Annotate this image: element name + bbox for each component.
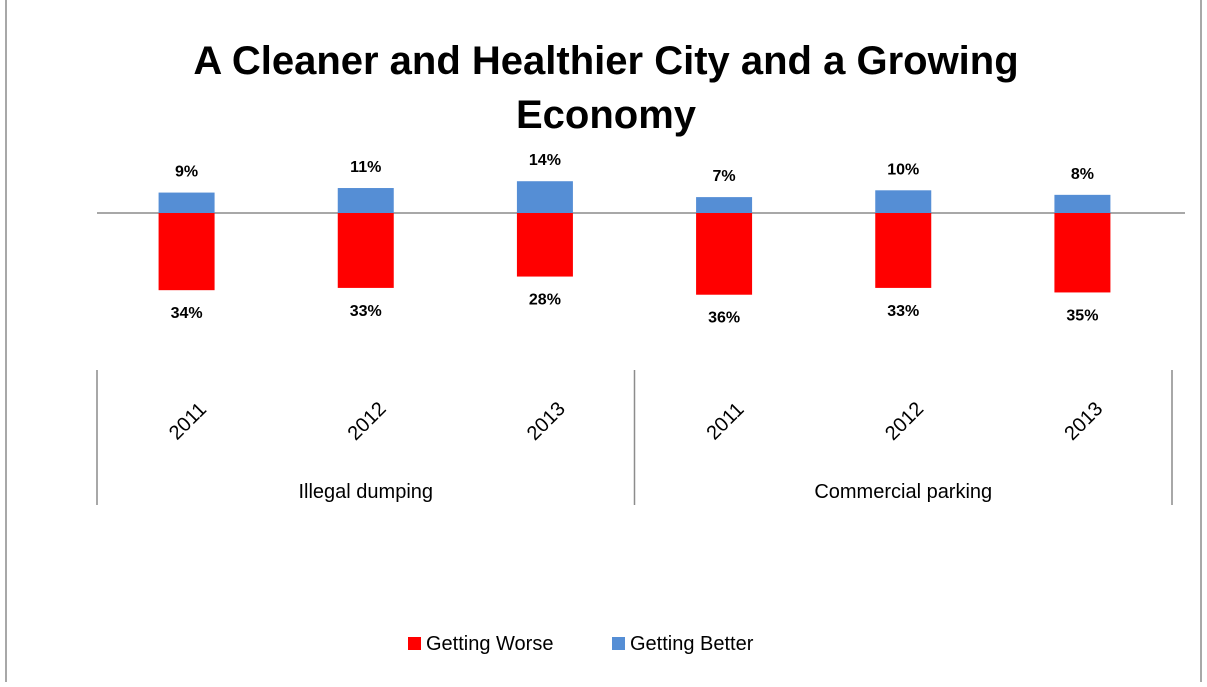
bar-getting-better	[516, 181, 573, 213]
group-label: Illegal dumping	[298, 481, 433, 503]
bar-getting-worse	[696, 213, 753, 295]
data-label-getting-worse: 28%	[529, 292, 561, 309]
legend-swatch	[612, 637, 625, 650]
chart-title-line-2: Economy	[516, 93, 697, 137]
data-label-getting-better: 11%	[350, 159, 381, 176]
data-label-getting-worse: 36%	[708, 310, 740, 327]
tick-label-year: 2011	[165, 398, 211, 444]
bar-getting-better	[875, 190, 932, 213]
tick-label-year: 2012	[344, 398, 391, 445]
data-label-getting-worse: 33%	[350, 303, 382, 320]
tick-label-year: 2012	[881, 398, 928, 445]
tick-label-year: 2013	[523, 398, 570, 445]
data-label-getting-worse: 34%	[171, 305, 203, 322]
legend-label: Getting Better	[630, 633, 754, 655]
tick-label-year: 2011	[703, 398, 749, 444]
bar-getting-worse	[875, 213, 932, 288]
category-axis: 2011 2012 2013 2011 2012 2013 Illegal dumping C…	[96, 370, 1173, 505]
data-label-getting-better: 7%	[713, 168, 736, 185]
data-label-getting-better: 9%	[175, 164, 198, 181]
bar-getting-worse	[516, 213, 573, 277]
data-label-getting-worse: 33%	[887, 303, 919, 320]
bar-getting-better	[158, 192, 215, 213]
legend: Getting Worse Getting Better	[408, 633, 754, 655]
group-label: Commercial parking	[814, 481, 992, 503]
data-label-getting-worse: 35%	[1066, 307, 1098, 324]
legend-swatch	[408, 637, 421, 650]
data-label-getting-better: 8%	[1071, 166, 1094, 183]
bar-getting-worse	[337, 213, 394, 288]
data-label-getting-better: 10%	[887, 161, 919, 178]
bar-getting-better	[1054, 194, 1111, 213]
plot-area: 34% 9% 33% 11% 28% 14% 36% 7% 33% 10% 35% 8%	[97, 152, 1185, 327]
bar-getting-worse	[158, 213, 215, 291]
bar-getting-better	[696, 197, 753, 213]
tick-label-year: 2013	[1060, 398, 1107, 445]
bar-getting-better	[337, 188, 394, 213]
data-label-getting-better: 14%	[529, 152, 561, 169]
bar-getting-worse	[1054, 213, 1111, 293]
legend-label: Getting Worse	[426, 633, 553, 655]
chart-title-line-1: A Cleaner and Healthier City and a Growi…	[193, 39, 1018, 83]
